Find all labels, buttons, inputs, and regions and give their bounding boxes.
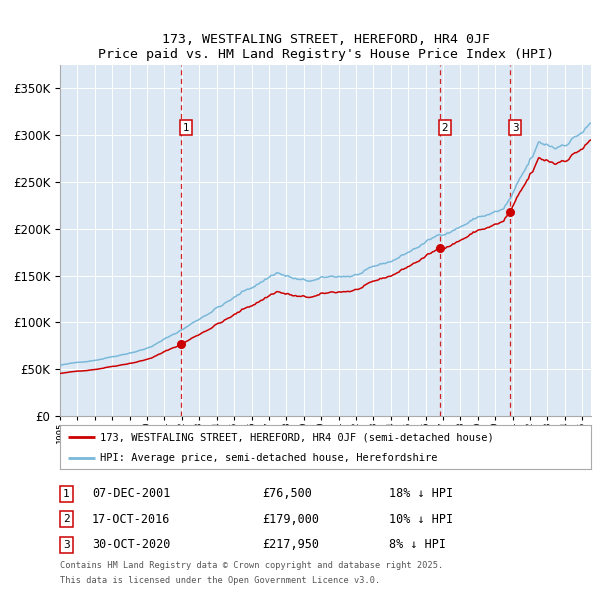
Text: 18% ↓ HPI: 18% ↓ HPI: [389, 487, 454, 500]
Text: 173, WESTFALING STREET, HEREFORD, HR4 0JF (semi-detached house): 173, WESTFALING STREET, HEREFORD, HR4 0J…: [100, 432, 494, 442]
Text: £179,000: £179,000: [262, 513, 319, 526]
Text: HPI: Average price, semi-detached house, Herefordshire: HPI: Average price, semi-detached house,…: [100, 453, 437, 463]
Text: 3: 3: [63, 540, 70, 550]
Title: 173, WESTFALING STREET, HEREFORD, HR4 0JF
Price paid vs. HM Land Registry's Hous: 173, WESTFALING STREET, HEREFORD, HR4 0J…: [97, 33, 554, 61]
Text: 2: 2: [442, 123, 448, 133]
Text: £217,950: £217,950: [262, 538, 319, 551]
Text: £76,500: £76,500: [262, 487, 311, 500]
Text: 1: 1: [63, 489, 70, 499]
Text: 07-DEC-2001: 07-DEC-2001: [92, 487, 170, 500]
Text: 1: 1: [183, 123, 190, 133]
Text: 3: 3: [512, 123, 518, 133]
Text: 10% ↓ HPI: 10% ↓ HPI: [389, 513, 454, 526]
Text: 17-OCT-2016: 17-OCT-2016: [92, 513, 170, 526]
Text: This data is licensed under the Open Government Licence v3.0.: This data is licensed under the Open Gov…: [60, 576, 380, 585]
Text: 2: 2: [63, 514, 70, 525]
Text: 30-OCT-2020: 30-OCT-2020: [92, 538, 170, 551]
Text: Contains HM Land Registry data © Crown copyright and database right 2025.: Contains HM Land Registry data © Crown c…: [60, 560, 443, 570]
Text: 8% ↓ HPI: 8% ↓ HPI: [389, 538, 446, 551]
